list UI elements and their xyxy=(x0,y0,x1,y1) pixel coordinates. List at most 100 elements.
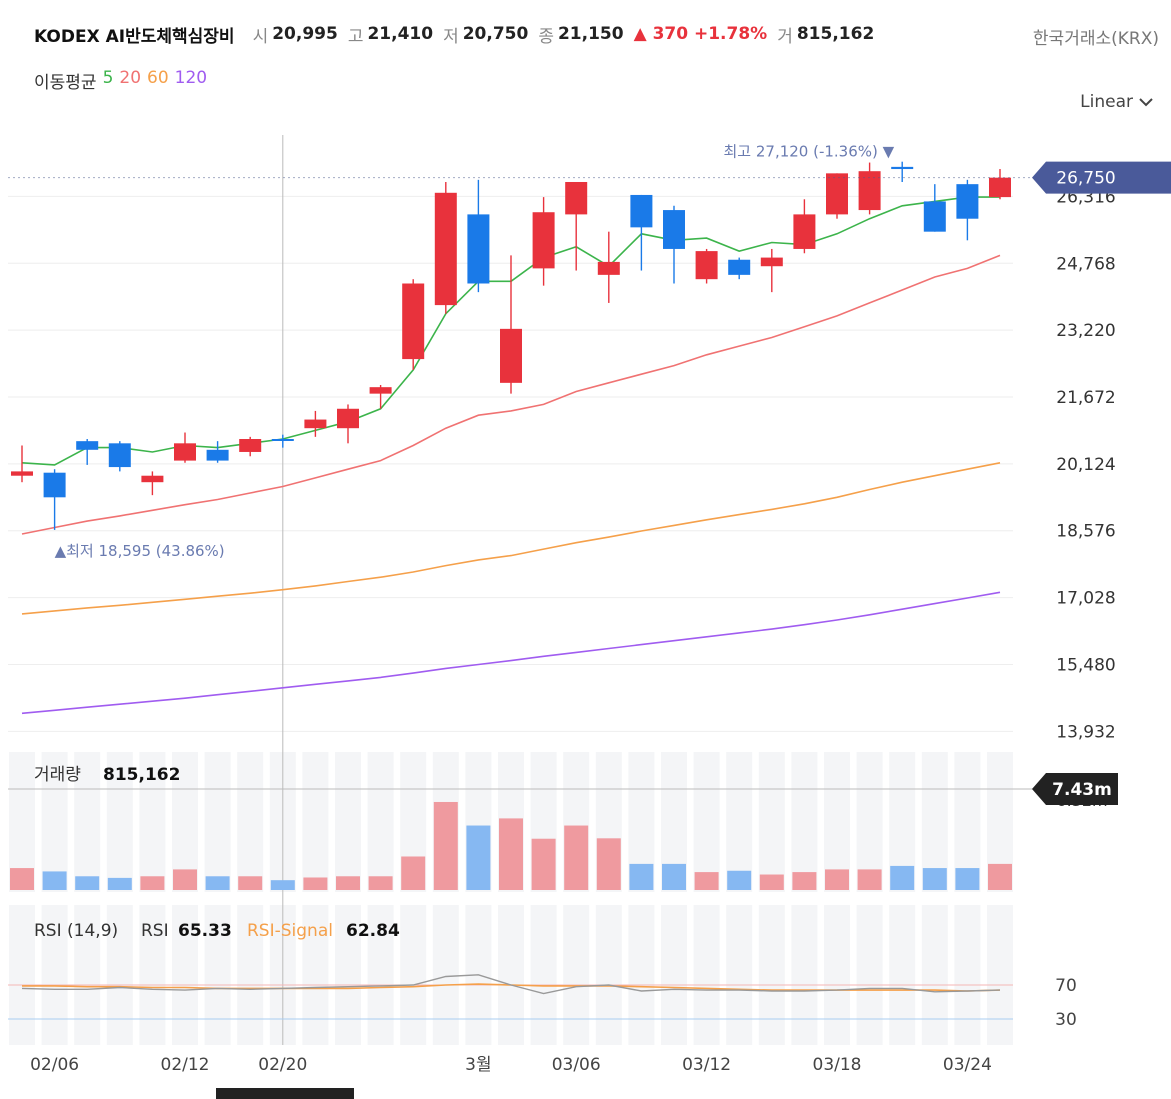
candle-body xyxy=(891,166,914,170)
volume-bar xyxy=(173,869,197,890)
candle-body xyxy=(532,212,555,269)
rsi-label: RSI xyxy=(141,921,169,941)
volume-bar xyxy=(270,880,295,890)
rsi-pane-column xyxy=(954,905,981,1045)
candle-body xyxy=(304,419,327,429)
price-tick-label: 20,124 xyxy=(1056,455,1115,475)
volume-pane-column xyxy=(824,752,850,892)
chevron-down-icon xyxy=(1139,92,1153,112)
low-annotation: ▲최저 18,595 (43.86%) xyxy=(55,542,225,560)
ma60-legend[interactable]: 60 xyxy=(147,68,169,88)
candle-body xyxy=(369,387,392,394)
x-tick-label: 03/12 xyxy=(682,1055,731,1075)
ma120-legend[interactable]: 120 xyxy=(174,68,208,88)
rsi-pane-column xyxy=(9,905,35,1045)
rsi-value: 65.33 xyxy=(178,921,232,941)
ma5-legend[interactable]: 5 xyxy=(102,68,114,88)
volume-bar xyxy=(792,872,817,890)
candle-body xyxy=(989,177,1011,198)
rsi-pane-column xyxy=(661,905,687,1045)
high-label: 고 xyxy=(347,26,364,47)
volume-bar xyxy=(596,838,621,890)
x-tick-label: 03/24 xyxy=(943,1055,992,1075)
ma20-line xyxy=(21,254,1001,535)
rsi-pane-column xyxy=(106,905,133,1045)
candle-body xyxy=(239,439,262,452)
rsi-pane-column xyxy=(824,905,850,1045)
ma-legend-label: 이동평균 xyxy=(34,73,97,93)
rsi-pane-column xyxy=(74,905,101,1045)
rsi-pane-column xyxy=(693,905,720,1045)
close-label: 종 xyxy=(538,26,554,47)
x-tick-label: 3월 xyxy=(465,1055,491,1075)
volume-pane-column xyxy=(791,752,818,892)
candle-body xyxy=(500,328,522,383)
candle-body xyxy=(402,283,425,360)
candle-body xyxy=(858,171,881,211)
price-tick-label: 13,932 xyxy=(1056,722,1115,742)
x-tick-label: 03/06 xyxy=(552,1055,601,1075)
volume-pane-column xyxy=(302,752,329,892)
volume-value: 815,162 xyxy=(796,24,875,44)
volume-bar xyxy=(466,825,491,890)
scale-mode-dropdown[interactable]: Linear xyxy=(1080,92,1153,112)
candle-body xyxy=(206,449,229,461)
open-label: 시 xyxy=(252,26,269,47)
volume-pane-column xyxy=(172,752,198,892)
candle-body xyxy=(695,251,718,280)
rsi-pane-column xyxy=(628,905,655,1045)
price-tick-label: 18,576 xyxy=(1056,522,1115,542)
volume-bar xyxy=(401,856,426,890)
volume-last-tag xyxy=(1032,773,1118,805)
candle-body xyxy=(793,214,816,249)
candle-body xyxy=(760,257,783,267)
ma20-legend[interactable]: 20 xyxy=(119,68,142,88)
volume-last-label: 7.43m xyxy=(1052,780,1112,800)
rsi-signal-value: 62.84 xyxy=(346,921,400,941)
price-tick-label: 15,480 xyxy=(1056,655,1115,675)
volume-title: 거래량 xyxy=(34,765,81,785)
candle-body xyxy=(11,471,33,476)
candle-body xyxy=(434,192,457,306)
volume-bar xyxy=(890,865,915,890)
x-tick-label: 02/06 xyxy=(30,1055,79,1075)
volume-bar xyxy=(10,868,34,890)
low-value: 20,750 xyxy=(462,24,529,44)
rsi-pane-column xyxy=(41,905,68,1045)
x-tick-label: 03/18 xyxy=(813,1055,862,1075)
price-tick-label: 17,028 xyxy=(1056,589,1115,609)
volume-pane-column xyxy=(758,752,785,892)
exchange-label: 한국거래소(KRX) xyxy=(1032,29,1159,49)
rsi-pane-column xyxy=(758,905,785,1045)
low-label: 저 xyxy=(443,26,459,47)
rsi-pane-column xyxy=(563,905,590,1045)
volume-bar xyxy=(75,876,100,890)
rsi-pane-column xyxy=(335,905,361,1045)
rsi-pane-column xyxy=(595,905,622,1045)
volume-pane-column xyxy=(856,752,883,892)
volume-bar xyxy=(140,876,165,890)
rsi-pane-column xyxy=(432,905,459,1045)
volume-bar xyxy=(336,876,360,890)
candle-body xyxy=(630,194,653,228)
chart-header: KODEX AI반도체핵심장비 시 20,995 고 21,410 저 20,7… xyxy=(34,20,884,48)
volume-bar xyxy=(727,870,752,890)
rsi-pane-column xyxy=(498,905,524,1045)
rsi-tick-label: 30 xyxy=(1055,1010,1077,1030)
candle-body xyxy=(728,259,751,275)
rsi-pane-column xyxy=(139,905,166,1045)
rsi-signal-label: RSI-Signal xyxy=(247,921,333,941)
candle-body xyxy=(337,408,359,429)
ma-legend[interactable]: 이동평균 5 20 60 120 xyxy=(34,68,207,93)
volume-pane-column xyxy=(335,752,361,892)
volume-bar xyxy=(857,869,882,890)
price-tick-label: 23,220 xyxy=(1056,321,1115,341)
volume-bar xyxy=(662,863,686,890)
volume-bar xyxy=(531,838,556,890)
volume-bar xyxy=(922,868,947,890)
volume-pane-column xyxy=(693,752,720,892)
candle-body xyxy=(826,173,848,215)
volume-bar xyxy=(629,863,654,890)
volume-bar xyxy=(694,872,719,890)
